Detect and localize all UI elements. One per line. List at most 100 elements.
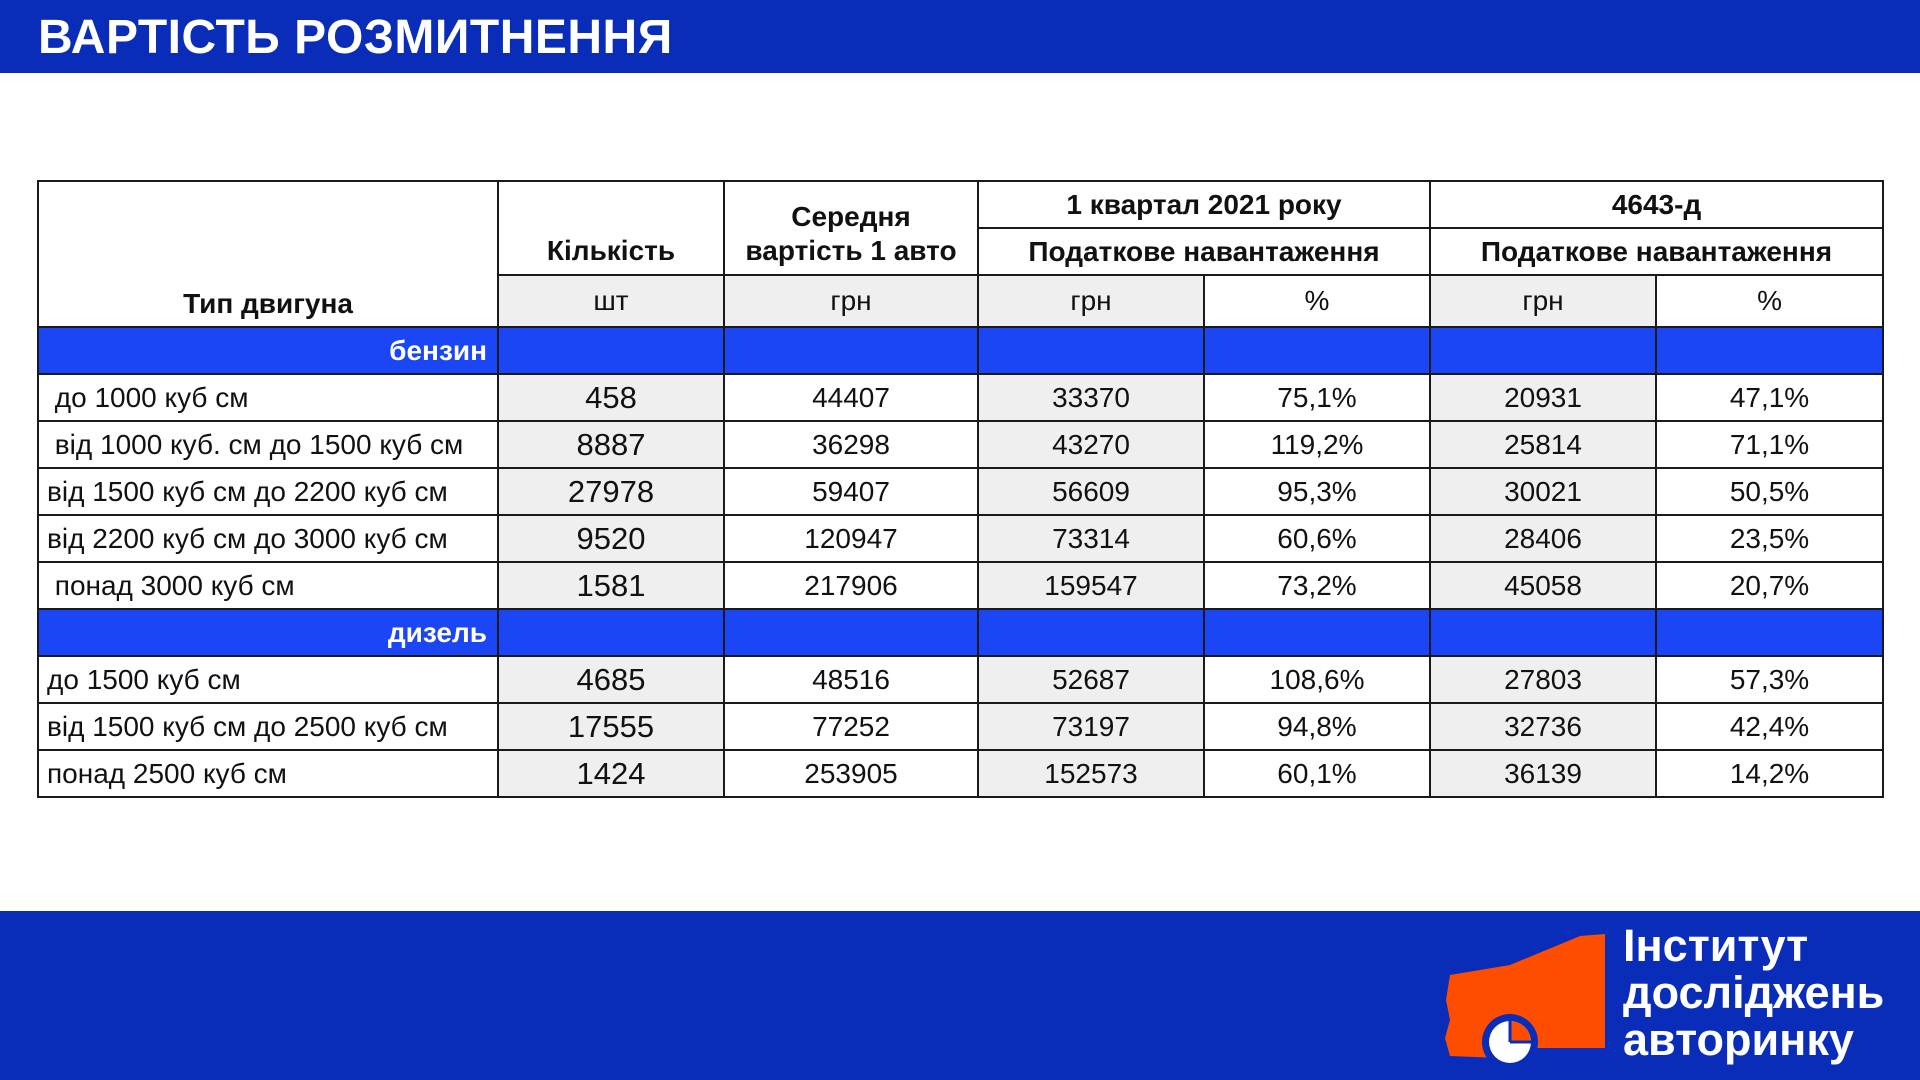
table-row: до 1500 куб см 4685 48516 52687 108,6% 27803 5… <box>37 655 1885 704</box>
cell-q1-tax-uah: 33370 <box>977 373 1205 422</box>
cell-average-cost: 36298 <box>723 420 979 469</box>
unit-4643d-pct: % <box>1655 274 1885 328</box>
section-cell <box>977 326 1205 375</box>
unit-qty: шт <box>497 274 725 328</box>
cell-4643d-tax-uah: 20931 <box>1429 373 1658 422</box>
cell-quantity: 17555 <box>497 702 725 751</box>
cell-4643d-tax-uah: 27803 <box>1429 655 1658 704</box>
cell-4643d-tax-uah: 36139 <box>1429 749 1658 798</box>
car-pie-chart-icon <box>1445 934 1605 1070</box>
table-row: до 1000 куб см 458 44407 33370 75,1% 20931 47,… <box>37 373 1885 422</box>
cell-engine-type: від 1000 куб. см до 1500 куб см <box>37 420 499 469</box>
cell-q1-tax-pct: 95,3% <box>1202 467 1432 516</box>
unit-4643d-uah: грн <box>1429 274 1658 328</box>
header-group-q1-2021: 1 квартал 2021 року <box>976 180 1432 229</box>
section-cell <box>497 326 725 375</box>
cell-q1-tax-uah: 159547 <box>977 561 1205 610</box>
section-cell <box>723 326 979 375</box>
section-cell <box>1655 608 1885 657</box>
cell-average-cost: 120947 <box>723 514 979 563</box>
cell-q1-tax-uah: 56609 <box>977 467 1205 516</box>
cell-quantity: 4685 <box>497 655 725 704</box>
cell-engine-type: до 1500 куб см <box>37 655 499 704</box>
table-row: понад 3000 куб см 1581 217906 159547 73,2% 45… <box>37 561 1885 610</box>
cell-quantity: 458 <box>497 373 725 422</box>
section-cell <box>723 608 979 657</box>
section-cell <box>1429 608 1658 657</box>
cell-q1-tax-uah: 73197 <box>977 702 1205 751</box>
cell-4643d-tax-pct: 42,4% <box>1655 702 1885 751</box>
unit-avg: грн <box>723 274 979 328</box>
cell-engine-type: до 1000 куб см <box>37 373 499 422</box>
cell-q1-tax-uah: 43270 <box>977 420 1205 469</box>
section-cell <box>1655 326 1885 375</box>
table-row: від 1500 куб см до 2500 куб см 17555 77252… <box>37 702 1885 751</box>
header-average-cost-line1: Середня <box>791 201 911 232</box>
cell-q1-tax-uah: 152573 <box>977 749 1205 798</box>
cell-4643d-tax-pct: 71,1% <box>1655 420 1885 469</box>
table-row: від 2200 куб см до 3000 куб см 9520 120947… <box>37 514 1885 563</box>
cell-4643d-tax-uah: 45058 <box>1429 561 1658 610</box>
section-label: бензин <box>37 326 499 375</box>
cell-4643d-tax-uah: 30021 <box>1429 467 1658 516</box>
header-tax-load-q1: Податкове навантаження <box>976 227 1432 276</box>
section-cell <box>497 608 725 657</box>
header-group-4643d: 4643-д <box>1429 180 1885 229</box>
cell-4643d-tax-uah: 25814 <box>1429 420 1658 469</box>
cell-q1-tax-pct: 73,2% <box>1202 561 1432 610</box>
table-body: бензин до 1000 куб см 458 44407 33370 75,1% 2… <box>37 326 1885 798</box>
header-engine-type <box>37 180 499 275</box>
cell-q1-tax-pct: 119,2% <box>1202 420 1432 469</box>
table-row: від 1000 куб. см до 1500 куб см 8887 36298… <box>37 420 1885 469</box>
cell-engine-type: від 1500 куб см до 2200 куб см <box>37 467 499 516</box>
logo-text: Інститут досліджень авторинку <box>1623 922 1884 1063</box>
section-row: бензин <box>37 326 1885 375</box>
cell-quantity: 1581 <box>497 561 725 610</box>
cell-average-cost: 253905 <box>723 749 979 798</box>
section-cell <box>1202 326 1432 375</box>
cell-average-cost: 217906 <box>723 561 979 610</box>
header-engine-type-label: Тип двигуна <box>37 275 499 328</box>
section-label: дизель <box>37 608 499 657</box>
cell-4643d-tax-pct: 14,2% <box>1655 749 1885 798</box>
cell-4643d-tax-pct: 47,1% <box>1655 373 1885 422</box>
table-row: від 1500 куб см до 2200 куб см 27978 59407… <box>37 467 1885 516</box>
header-average-cost-line2: вартість 1 авто <box>745 235 957 266</box>
customs-cost-table: Кількість Середня вартість 1 авто 1 квар… <box>37 180 1885 798</box>
cell-average-cost: 44407 <box>723 373 979 422</box>
cell-engine-type: понад 2500 куб см <box>37 749 499 798</box>
cell-4643d-tax-pct: 50,5% <box>1655 467 1885 516</box>
cell-q1-tax-uah: 52687 <box>977 655 1205 704</box>
cell-q1-tax-pct: 75,1% <box>1202 373 1432 422</box>
table-row: понад 2500 куб см 1424 253905 152573 60,1% 36… <box>37 749 1885 798</box>
cell-average-cost: 59407 <box>723 467 979 516</box>
page-title: ВАРТІСТЬ РОЗМИТНЕННЯ <box>38 11 673 64</box>
section-cell <box>1202 608 1432 657</box>
cell-4643d-tax-uah: 32736 <box>1429 702 1658 751</box>
header-tax-load-4643d: Податкове навантаження <box>1429 227 1885 276</box>
unit-q1-uah: грн <box>977 274 1205 328</box>
header-quantity: Кількість <box>497 180 725 276</box>
section-cell <box>977 608 1205 657</box>
cell-q1-tax-pct: 108,6% <box>1202 655 1432 704</box>
unit-q1-pct: % <box>1202 274 1432 328</box>
cell-q1-tax-pct: 60,1% <box>1202 749 1432 798</box>
cell-4643d-tax-pct: 20,7% <box>1655 561 1885 610</box>
cell-4643d-tax-pct: 23,5% <box>1655 514 1885 563</box>
logo-line-3: авторинку <box>1623 1014 1854 1065</box>
cell-q1-tax-pct: 60,6% <box>1202 514 1432 563</box>
cell-4643d-tax-uah: 28406 <box>1429 514 1658 563</box>
cell-4643d-tax-pct: 57,3% <box>1655 655 1885 704</box>
institute-logo: Інститут досліджень авторинку <box>1440 922 1910 1072</box>
cell-q1-tax-uah: 73314 <box>977 514 1205 563</box>
logo-line-2: досліджень <box>1623 967 1885 1018</box>
cell-quantity: 9520 <box>497 514 725 563</box>
header-bar: ВАРТІСТЬ РОЗМИТНЕННЯ <box>0 0 1920 73</box>
cell-engine-type: від 2200 куб см до 3000 куб см <box>37 514 499 563</box>
header-average-cost: Середня вартість 1 авто <box>723 180 979 276</box>
cell-quantity: 27978 <box>497 467 725 516</box>
cell-average-cost: 48516 <box>723 655 979 704</box>
cell-quantity: 8887 <box>497 420 725 469</box>
section-cell <box>1429 326 1658 375</box>
cell-q1-tax-pct: 94,8% <box>1202 702 1432 751</box>
